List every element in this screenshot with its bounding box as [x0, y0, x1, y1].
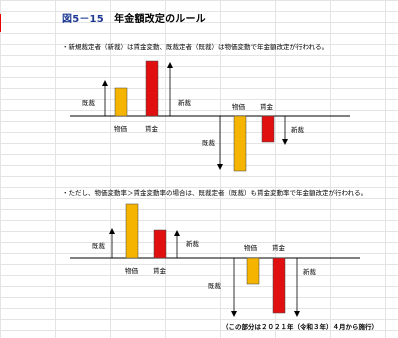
wage-bar-1: [145, 60, 159, 117]
label-price-2: 物価: [125, 267, 138, 275]
price-bar-2: [125, 203, 139, 259]
kisai-arrowhead-1b: [217, 164, 223, 170]
label-wage-2: 賃金: [153, 267, 166, 275]
price-bar-1: [114, 87, 128, 117]
figure-title: 図5－15 年金額改定のルール: [62, 10, 206, 25]
shinsai-arrowhead-2b: [294, 311, 300, 317]
label-price-2b: 物価: [244, 244, 257, 252]
price-bar-1b: [233, 115, 247, 172]
label-kisai-2b: 既裁: [208, 282, 221, 290]
shinsai-arrowhead-1b: [282, 139, 288, 145]
figure-number: 図5－15: [62, 14, 104, 25]
label-wage-1b: 賃金: [260, 103, 273, 111]
shinsai-arrowhead-2: [174, 230, 180, 236]
label-shinsai-2: 新裁: [186, 240, 199, 248]
price-bar-2b: [246, 257, 260, 285]
label-shinsai-2b: 新裁: [303, 268, 316, 276]
label-wage-2b: 賃金: [272, 244, 285, 252]
edge-mark: [0, 14, 1, 32]
kisai-arrowhead-1: [102, 80, 108, 86]
label-kisai-2: 既裁: [92, 242, 105, 250]
label-kisai-1b: 既裁: [202, 139, 215, 147]
label-shinsai-1b: 新裁: [291, 126, 304, 134]
figure-title-text: 年金額改定のルール: [114, 14, 206, 25]
label-price-1: 物価: [114, 125, 127, 133]
wage-bar-2b: [272, 257, 286, 314]
wage-bar-1b: [261, 115, 275, 143]
label-kisai-1: 既裁: [82, 99, 95, 107]
footer-note: （この部分は２０２１年（令和３年）４月から施行）: [222, 323, 378, 331]
section1-note: ・新規裁定者（新裁）は賃金変動、既裁定者（既裁）は物価変動で年金額改定が行われる…: [62, 43, 329, 51]
label-price-1b: 物価: [232, 103, 245, 111]
kisai-arrowhead-2: [109, 228, 115, 234]
label-shinsai-1: 新裁: [178, 99, 191, 107]
wage-bar-2: [153, 229, 167, 259]
label-wage-1: 賃金: [145, 125, 158, 133]
section2-note: ・ただし、物価変動率＞賃金変動率の場合は、既裁定者（既裁）も賃金変動率で年金額改…: [62, 189, 368, 197]
shinsai-arrowhead-1: [167, 62, 173, 68]
kisai-arrowhead-2b: [231, 311, 237, 317]
